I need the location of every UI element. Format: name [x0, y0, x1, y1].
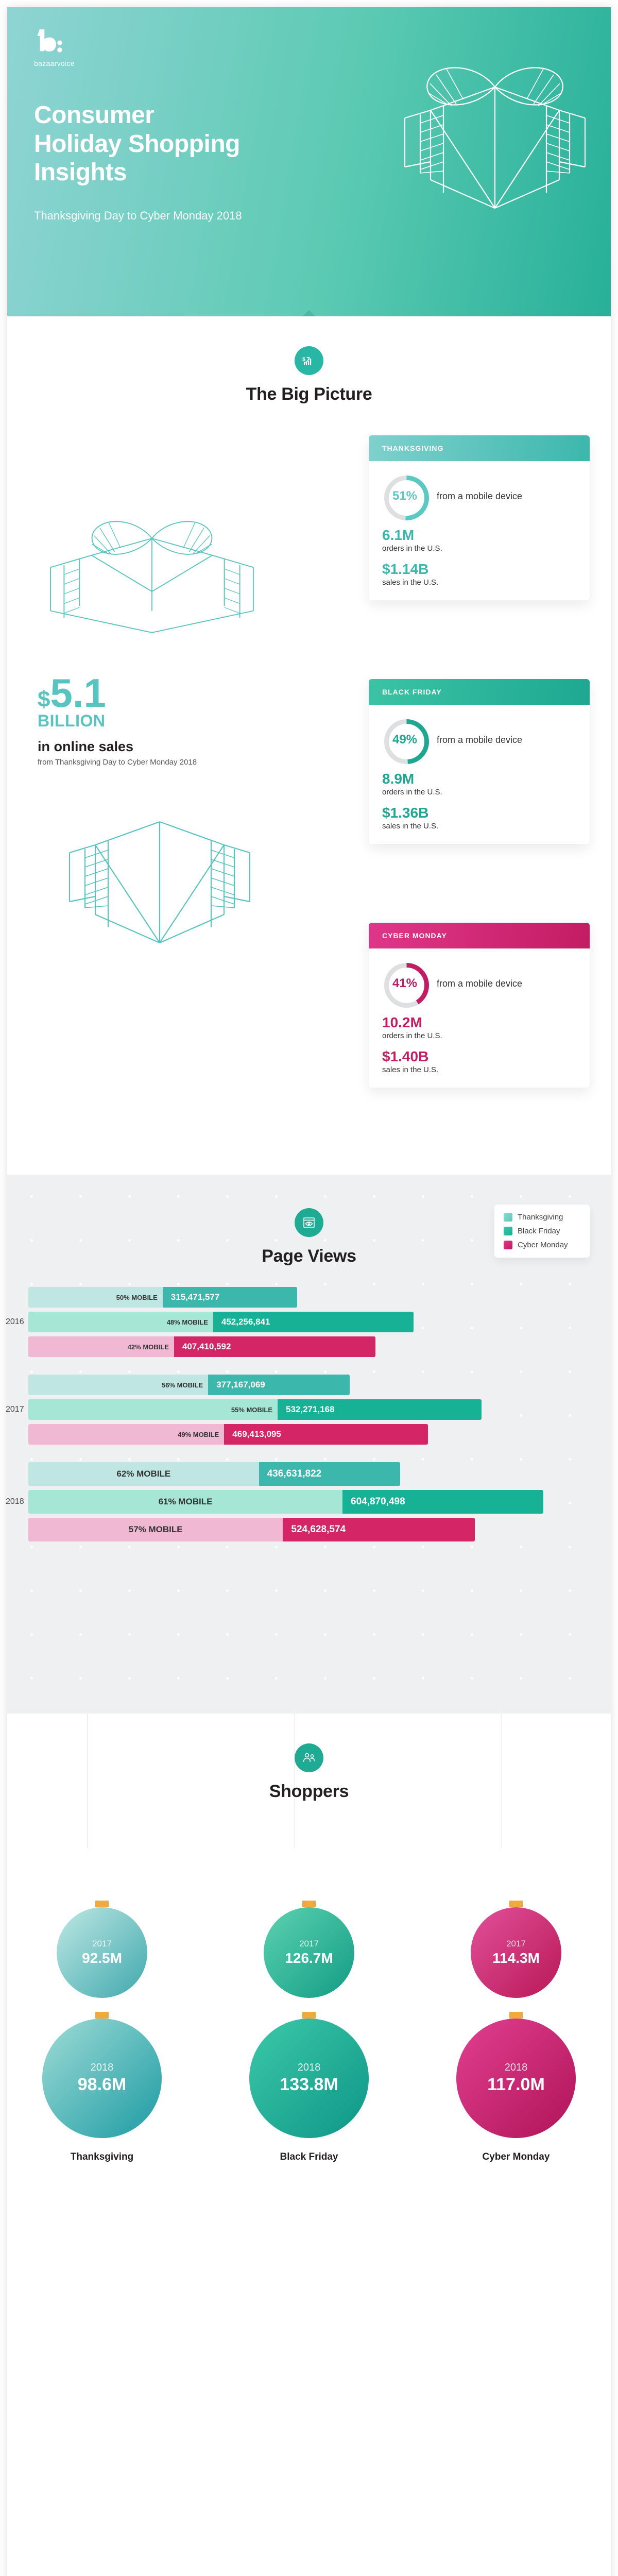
svg-text:$: $	[302, 357, 305, 363]
